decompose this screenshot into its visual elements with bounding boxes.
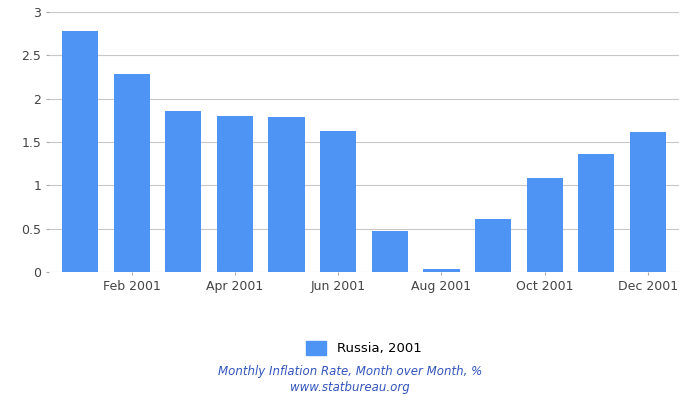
Bar <box>165 111 202 272</box>
Text: www.statbureau.org: www.statbureau.org <box>290 382 410 394</box>
Bar <box>630 132 666 272</box>
Legend: Russia, 2001: Russia, 2001 <box>301 336 427 360</box>
Bar <box>320 131 356 272</box>
Bar <box>269 117 304 272</box>
Bar <box>62 31 98 272</box>
Bar <box>217 116 253 272</box>
Bar <box>372 231 408 272</box>
Bar <box>578 154 615 272</box>
Bar <box>113 74 150 272</box>
Bar <box>526 178 563 272</box>
Bar <box>475 219 511 272</box>
Bar <box>424 270 459 272</box>
Text: Monthly Inflation Rate, Month over Month, %: Monthly Inflation Rate, Month over Month… <box>218 366 482 378</box>
